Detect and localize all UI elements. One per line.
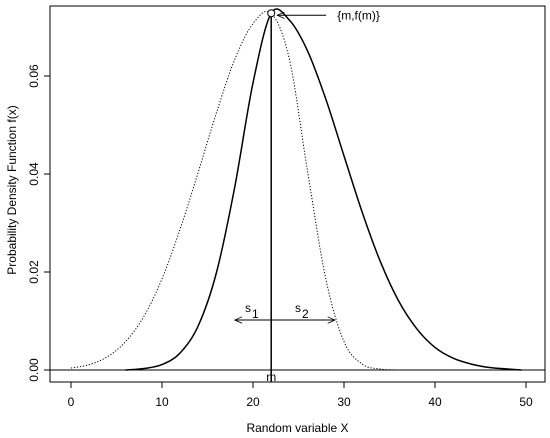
x-tick-label: 0 xyxy=(68,395,75,409)
y-tick-label: 0.06 xyxy=(27,64,41,88)
s2-subscript: 2 xyxy=(302,307,309,321)
annotations: {m,f(m)}ms 1 s 2 xyxy=(235,8,380,384)
mode-label: m xyxy=(266,370,276,384)
x-tick-label: 20 xyxy=(246,395,260,409)
solid-curve xyxy=(125,8,522,371)
s1-label: s xyxy=(245,301,251,315)
x-tick-label: 10 xyxy=(155,395,169,409)
plot-frame xyxy=(49,5,546,383)
y-tick-label: 0.02 xyxy=(27,260,41,284)
peak-label: {m,f(m)} xyxy=(337,8,380,22)
y-axis-label: Probability Density Function f(x) xyxy=(5,105,19,274)
y-tick-label: 0.00 xyxy=(27,358,41,382)
plot-border xyxy=(49,5,546,383)
y-tick-label: 0.04 xyxy=(27,162,41,186)
x-tick-label: 50 xyxy=(519,395,533,409)
x-tick-label: 40 xyxy=(428,395,442,409)
peak-marker xyxy=(267,9,276,18)
axes: 0 10 20 30 40 50 0.00 0.02 0.04 0.06 xyxy=(27,64,533,409)
s1-subscript: 1 xyxy=(252,307,259,321)
x-axis-label: Random variable X xyxy=(246,421,348,435)
x-tick-label: 30 xyxy=(337,395,351,409)
s2-label: s xyxy=(295,301,301,315)
series xyxy=(70,8,522,371)
